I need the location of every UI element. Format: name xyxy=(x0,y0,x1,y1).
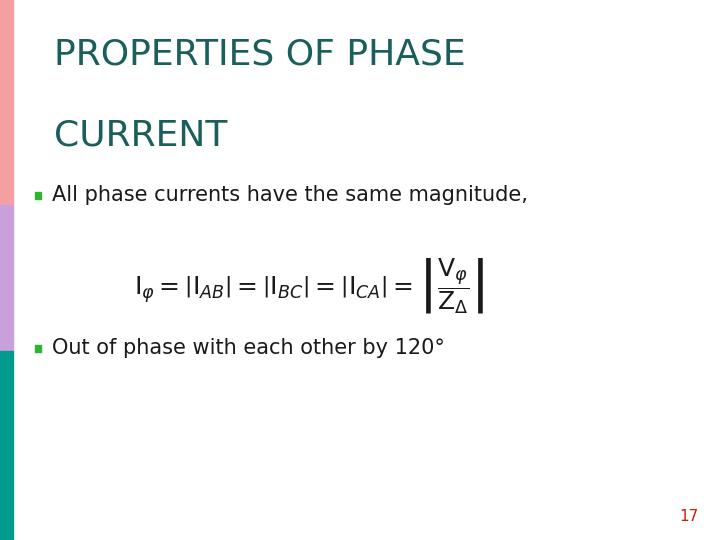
Bar xyxy=(35,192,41,199)
Bar xyxy=(0,205,13,351)
Bar xyxy=(35,345,41,352)
Text: CURRENT: CURRENT xyxy=(54,119,228,153)
Text: 17: 17 xyxy=(679,509,698,524)
Text: PROPERTIES OF PHASE: PROPERTIES OF PHASE xyxy=(54,38,466,72)
Bar xyxy=(0,351,13,540)
Bar xyxy=(0,0,13,205)
Text: All phase currents have the same magnitude,: All phase currents have the same magnitu… xyxy=(52,185,528,206)
Text: $\mathrm{I}_{\varphi} = \left|\mathrm{I}_{AB}\right| = \left|\mathrm{I}_{BC}\rig: $\mathrm{I}_{\varphi} = \left|\mathrm{I}… xyxy=(135,256,485,316)
Text: Out of phase with each other by 120°: Out of phase with each other by 120° xyxy=(52,338,445,359)
